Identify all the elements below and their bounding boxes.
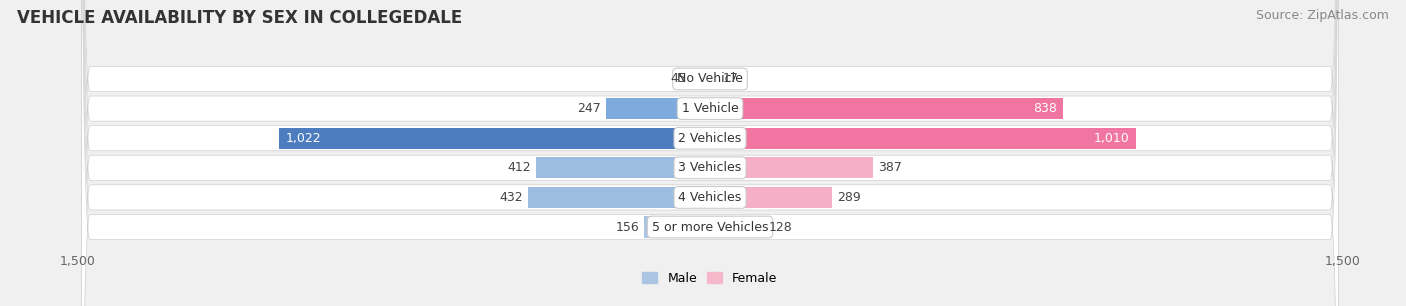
FancyBboxPatch shape [82,0,1339,306]
Text: 289: 289 [837,191,860,204]
Bar [606,98,710,119]
FancyBboxPatch shape [82,0,1339,306]
Text: VEHICLE AVAILABILITY BY SEX IN COLLEGEDALE: VEHICLE AVAILABILITY BY SEX IN COLLEGEDA… [17,9,463,27]
Text: 3 Vehicles: 3 Vehicles [679,161,741,174]
Bar [710,98,1063,119]
Text: 1,022: 1,022 [285,132,321,145]
Text: 387: 387 [879,161,903,174]
Text: 412: 412 [508,161,531,174]
Text: 432: 432 [499,191,523,204]
Bar [710,187,832,208]
FancyBboxPatch shape [82,0,1339,306]
Bar [278,128,710,149]
Text: 128: 128 [769,221,793,233]
Text: 1 Vehicle: 1 Vehicle [682,102,738,115]
Text: 45: 45 [671,73,686,85]
Bar [644,216,710,238]
Bar [692,68,710,90]
Text: 247: 247 [576,102,600,115]
FancyBboxPatch shape [82,0,1339,306]
Bar [710,216,763,238]
Bar [710,128,1136,149]
Text: No Vehicle: No Vehicle [678,73,742,85]
Text: 17: 17 [723,73,738,85]
FancyBboxPatch shape [82,0,1339,306]
Bar [710,68,717,90]
Bar [710,157,873,178]
Text: Source: ZipAtlas.com: Source: ZipAtlas.com [1256,9,1389,22]
Bar [527,187,710,208]
Text: 156: 156 [616,221,640,233]
Text: 1,010: 1,010 [1094,132,1130,145]
Bar [536,157,710,178]
Text: 4 Vehicles: 4 Vehicles [679,191,741,204]
Text: 2 Vehicles: 2 Vehicles [679,132,741,145]
Text: 5 or more Vehicles: 5 or more Vehicles [652,221,768,233]
FancyBboxPatch shape [82,0,1339,306]
Text: 838: 838 [1033,102,1057,115]
Legend: Male, Female: Male, Female [637,267,783,290]
